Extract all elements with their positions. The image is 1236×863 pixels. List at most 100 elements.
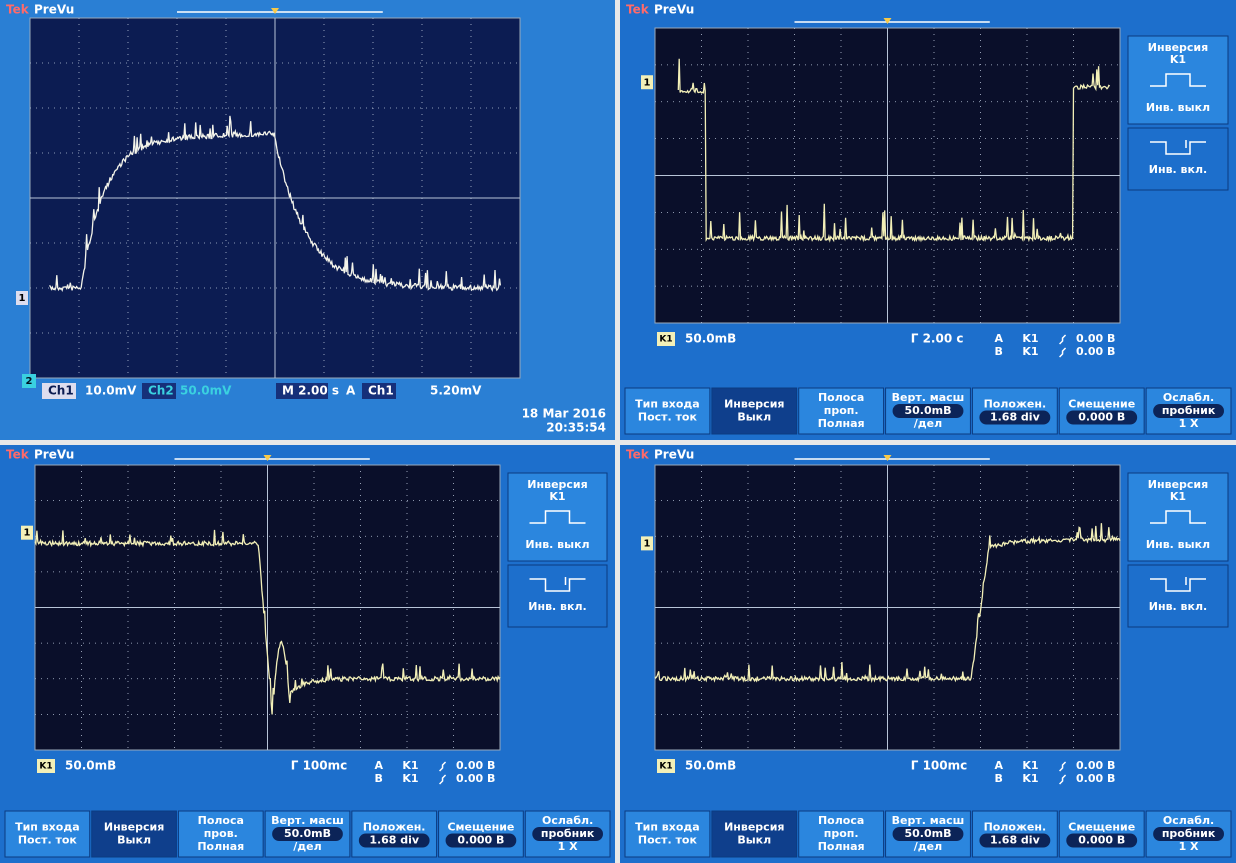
trigger-readout: 0.00 B [1076,772,1115,785]
brand: Tek [6,448,30,462]
scope-screen: Tek PreVu 1 2 Ch1 10.0mV Ch2 50.0mV M 2.00 s A Ch1… [0,0,615,440]
readout-channel: K1 [659,335,672,345]
menu-button [711,810,798,858]
trace [49,115,502,293]
slope-icon [1059,347,1067,358]
readout-timebase: Г 2.00 с [911,332,964,346]
side-on: Инв. вкл. [1149,600,1207,613]
menu-label: Пост. ток [638,834,698,847]
pulse-icon [1150,510,1206,524]
inv-pulse-icon [529,577,586,592]
value-pill [1153,404,1224,418]
trigger-readout: B [994,345,1002,358]
mode: PreVu [654,448,694,462]
slope-icon [439,774,447,785]
readout-channel: K1 [39,762,52,772]
trigger-readout: K1 [402,772,418,785]
readout-timebase: Г 100mc [911,759,968,773]
side-on: Инв. вкл. [1149,163,1207,176]
side-menu-box [1127,35,1229,125]
pulse-icon [529,510,586,524]
date: 18 Mar 2016 [522,407,606,421]
status-item: 5.20mV [430,384,482,398]
menu-label: 1.68 div [369,834,420,847]
menu-label: /дел [293,840,321,853]
inv-pulse-icon [1150,577,1206,592]
side-off: Инв. выкл [1146,101,1210,114]
menu-label: пробник [1162,404,1216,417]
value-pill [272,827,343,841]
menu-label: Полная [818,417,865,430]
menu-label: Выкл [737,834,771,847]
menu-label: Положен. [363,821,426,834]
value-pill [979,833,1051,848]
menu-label: Пост. ток [18,834,78,847]
trigger-readout: 0.00 B [1076,345,1115,358]
trigger-pos [263,455,272,461]
trigger-readout: 0.00 B [456,759,495,772]
menu-label: Полоса [198,814,244,827]
menu-label: 50.0mB [905,827,952,840]
side-off: Инв. выкл [1146,538,1210,551]
menu-label: 50.0mB [284,827,331,840]
trigger-pos [883,455,892,461]
ch1-marker: 1 [24,528,31,539]
menu-label: Положен. [984,398,1047,411]
menu-label: Инверсия [104,821,164,834]
trigger-pos [271,8,279,14]
pulse-icon [1150,73,1206,87]
trigger-readout: B [374,772,382,785]
menu-label: Тип входа [635,821,700,834]
menu-label: пров. [204,827,238,840]
side-menu-box [1127,472,1229,562]
menu-label: Ослабл. [1163,814,1214,827]
menu-label: Полоса [818,391,864,404]
trigger-readout: K1 [1022,759,1038,772]
menu-label: Инверсия [724,398,784,411]
menu-button [624,810,711,858]
value-pill [358,833,430,848]
status-item: Ch2 [148,384,174,398]
menu-label: /дел [914,417,942,430]
status-item: A [346,384,356,398]
readout-scale: 50.0mB [685,332,736,346]
menu-label: Полоса [818,814,864,827]
menu-label: 50.0mB [905,404,952,417]
value-pill [532,827,603,841]
trigger-readout: A [994,332,1003,345]
menu-button [91,810,177,858]
time: 20:35:54 [546,421,606,435]
value-pill [1066,833,1138,848]
value-pill [892,827,964,841]
readout-ch-box [657,759,675,773]
slope-icon [439,761,447,772]
menu-label: Смещение [1068,398,1135,411]
status-item: M 2.00 s [282,384,339,398]
menu-label: Смещение [1068,821,1135,834]
side-on: Инв. вкл. [528,600,586,613]
brand: Tek [6,3,30,17]
menu-label: 1.68 div [990,834,1041,847]
ch1-marker-box [16,291,28,305]
ch1-marker-box [21,525,33,540]
menu-label: 1 X [1179,840,1199,853]
readout-ch-box [657,332,675,346]
menu-label: Тип входа [15,821,80,834]
side-channel: K1 [1170,490,1186,503]
ch1-marker: 1 [19,293,26,304]
readout-timebase: Г 100mc [291,759,348,773]
mode: PreVu [34,3,74,17]
menu-label: Пост. ток [638,411,698,424]
menu-label: Верт. масш [892,814,965,827]
menu-button [798,810,885,858]
mode: PreVu [654,3,694,17]
menu-label: /дел [914,840,942,853]
menu-label: Тип входа [635,398,700,411]
ch2-marker: 2 [26,376,33,387]
status-box [42,383,76,399]
menu-label: 1 X [558,840,578,853]
ch1-marker: 1 [644,77,651,88]
trigger-pos [883,18,892,24]
trigger-readout: A [994,759,1003,772]
